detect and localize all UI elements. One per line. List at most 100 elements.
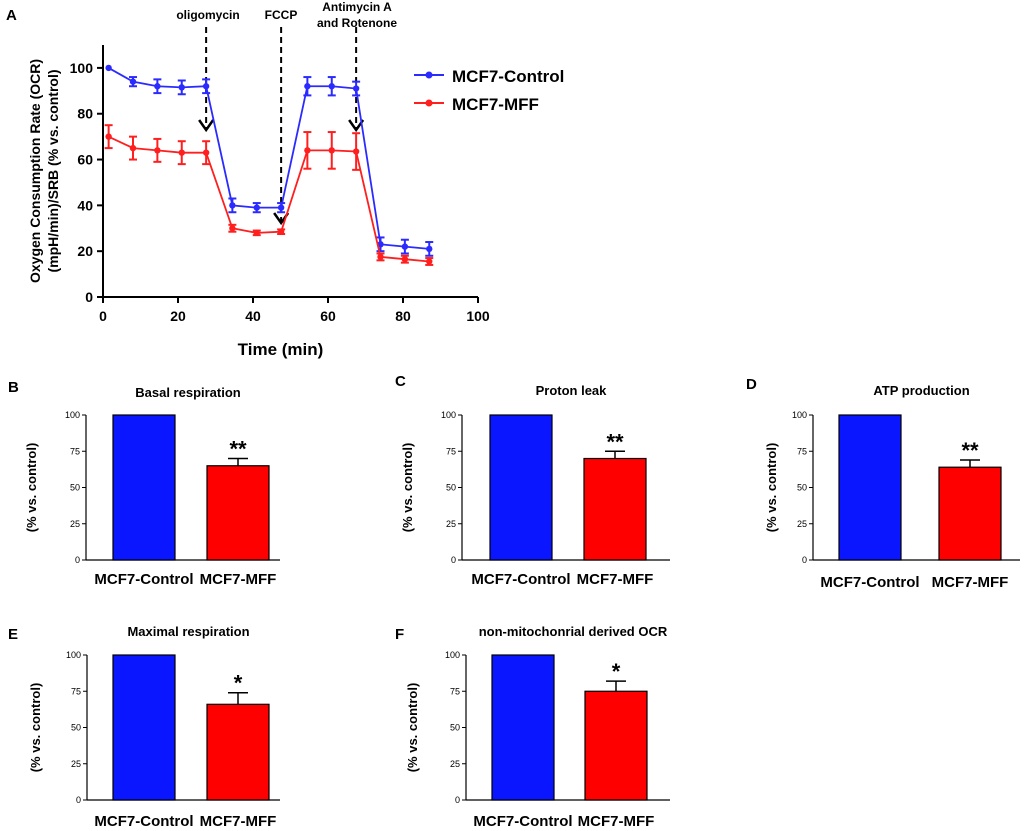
annotation-label: oligomycin bbox=[176, 8, 239, 22]
y-axis-title: (% vs. control) bbox=[28, 683, 43, 773]
category-label: MCF7-MFF bbox=[200, 571, 277, 588]
down-arrow-icon bbox=[198, 119, 215, 133]
bar-mff bbox=[206, 465, 270, 561]
bar-mff bbox=[583, 457, 647, 561]
category-label: MCF7-MFF bbox=[932, 574, 1009, 591]
y-axis-title-line1: Oxygen Consumption Rate (OCR) bbox=[27, 59, 43, 283]
y-tick-label: 0 bbox=[451, 555, 456, 565]
significance-marker: ** bbox=[229, 437, 247, 462]
y-tick-label: 50 bbox=[450, 723, 460, 733]
x-tick-label: 0 bbox=[99, 308, 107, 324]
x-tick-label: 20 bbox=[170, 308, 186, 324]
y-tick-label: 100 bbox=[65, 410, 80, 420]
category-label: MCF7-Control bbox=[471, 571, 570, 588]
data-point bbox=[304, 147, 311, 154]
panel-label-a: A bbox=[6, 7, 17, 24]
data-point bbox=[377, 253, 384, 261]
data-point bbox=[105, 133, 112, 140]
data-point bbox=[178, 149, 185, 156]
panel-label: F bbox=[395, 626, 404, 643]
legend-label: MCF7-MFF bbox=[452, 95, 539, 114]
x-tick-label: 40 bbox=[245, 308, 261, 324]
panel-label: D bbox=[746, 376, 757, 393]
data-point bbox=[178, 84, 185, 91]
panel-a: A 0 20 40 60 80 100 0 20 40 60 80 100 Time (min) Oxyge… bbox=[6, 0, 564, 359]
y-axis-title: (% vs. control) bbox=[405, 683, 420, 773]
data-point bbox=[352, 85, 360, 92]
data-point bbox=[401, 256, 409, 263]
bar-mff bbox=[206, 703, 270, 801]
bar-control bbox=[489, 414, 553, 561]
panel-label: E bbox=[8, 626, 18, 643]
panel-c: C Proton leak 0 25 50 75 100 (% vs. control) MCF… bbox=[395, 373, 670, 588]
series-line-mff bbox=[108, 135, 430, 263]
panel-label: B bbox=[8, 379, 19, 396]
x-tick-label: 100 bbox=[466, 308, 490, 324]
y-tick-label: 100 bbox=[66, 650, 81, 660]
y-tick-label: 100 bbox=[70, 60, 94, 76]
panel-label: C bbox=[395, 373, 406, 390]
data-point bbox=[277, 228, 285, 235]
data-point bbox=[129, 144, 137, 152]
panel-title: Proton leak bbox=[536, 383, 608, 398]
data-point bbox=[426, 245, 433, 253]
category-label: MCF7-Control bbox=[820, 574, 919, 591]
y-tick-label: 50 bbox=[70, 483, 80, 493]
panel-e: E Maximal respiration 0 25 50 75 100 (% vs. con… bbox=[8, 624, 280, 830]
y-tick-label: 0 bbox=[802, 555, 807, 565]
y-tick-label: 100 bbox=[792, 410, 807, 420]
y-tick-label: 0 bbox=[76, 795, 81, 805]
annotation-label: Antimycin A bbox=[322, 0, 392, 14]
y-axis-title-line2: (mpH/min)/SRB (% vs. control) bbox=[45, 69, 61, 272]
y-tick-label: 0 bbox=[455, 795, 460, 805]
panel-b: B Basal respiration 0 25 50 75 100 (% vs. contr… bbox=[8, 379, 280, 588]
significance-marker: ** bbox=[961, 438, 979, 463]
category-label: MCF7-Control bbox=[473, 813, 572, 830]
y-tick-label: 25 bbox=[70, 519, 80, 529]
bar-mff bbox=[938, 466, 1002, 561]
data-point bbox=[105, 64, 112, 72]
panel-d: D ATP production 0 25 50 75 100 (% vs. control)… bbox=[746, 376, 1020, 591]
legend-label: MCF7-Control bbox=[452, 67, 564, 86]
data-point bbox=[304, 83, 311, 90]
y-tick-label: 75 bbox=[797, 446, 807, 456]
data-point bbox=[328, 83, 335, 90]
data-point bbox=[154, 83, 161, 90]
bar-mff bbox=[584, 690, 648, 801]
y-tick-label: 25 bbox=[450, 759, 460, 769]
data-point bbox=[328, 147, 335, 154]
y-axis-title: (% vs. control) bbox=[24, 443, 39, 533]
x-tick-label: 80 bbox=[395, 308, 411, 324]
series-line-control bbox=[108, 67, 430, 250]
y-axis-title: (% vs. control) bbox=[400, 443, 415, 533]
y-tick-label: 50 bbox=[797, 483, 807, 493]
y-tick-label: 50 bbox=[71, 723, 81, 733]
annotation-label-line2: and Rotenone bbox=[317, 16, 397, 30]
y-tick-label: 50 bbox=[446, 483, 456, 493]
bar-control bbox=[112, 414, 176, 561]
data-point bbox=[253, 229, 260, 237]
y-tick-label: 100 bbox=[441, 410, 456, 420]
y-tick-label: 75 bbox=[71, 686, 81, 696]
bar-control bbox=[112, 654, 176, 801]
x-axis-title: Time (min) bbox=[238, 340, 324, 359]
data-point bbox=[154, 147, 161, 154]
legend-marker bbox=[425, 71, 433, 79]
data-point bbox=[229, 202, 236, 209]
y-tick-label: 0 bbox=[75, 555, 80, 565]
y-tick-label: 75 bbox=[446, 446, 456, 456]
panel-title: non-mitochonrial derived OCR bbox=[479, 624, 668, 639]
data-point bbox=[426, 258, 433, 265]
category-label: MCF7-MFF bbox=[200, 813, 277, 830]
y-axis-title: (% vs. control) bbox=[764, 443, 779, 533]
category-label: MCF7-MFF bbox=[578, 813, 655, 830]
category-label: MCF7-MFF bbox=[577, 571, 654, 588]
y-tick-label: 100 bbox=[445, 650, 460, 660]
panel-title: Basal respiration bbox=[135, 385, 241, 400]
annotation-label: FCCP bbox=[265, 8, 298, 22]
y-tick-label: 75 bbox=[70, 446, 80, 456]
y-tick-label: 25 bbox=[71, 759, 81, 769]
y-tick-label: 25 bbox=[797, 519, 807, 529]
